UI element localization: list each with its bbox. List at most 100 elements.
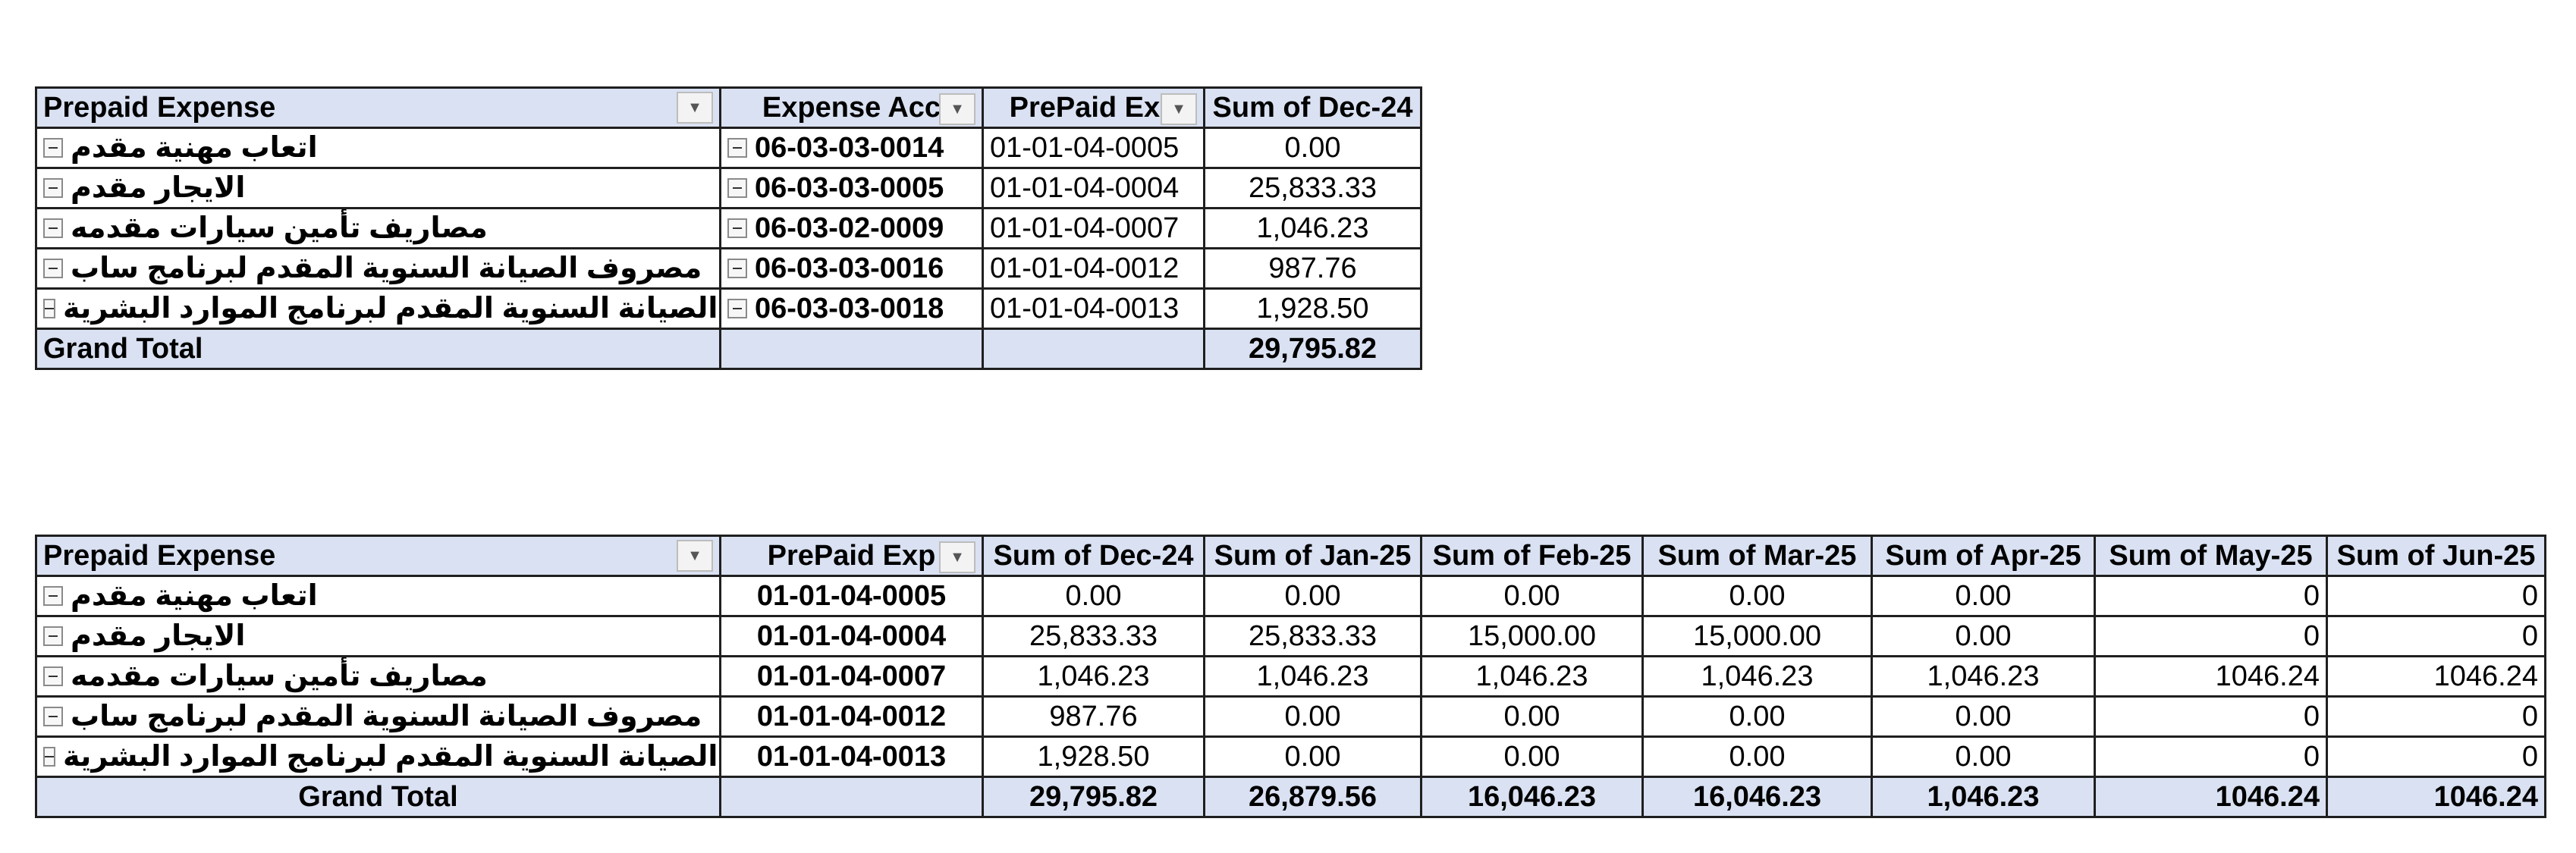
prepaid-exp-cell: 01-01-04-0004: [719, 615, 984, 657]
table-row: الايجار مقدم 06-03-03-0005 01-01-04-0004…: [35, 167, 1422, 209]
minus-box-icon[interactable]: [43, 299, 55, 318]
row-label-cell: الايجار مقدم: [35, 615, 721, 657]
prepaid-expense-name: مصروف الصيانة السنوية المقدم لبرنامج ساب: [71, 252, 702, 284]
value-cell: 0: [2326, 695, 2546, 738]
prepaid-exp-cell: 01-01-04-0012: [719, 695, 984, 738]
value-cell: 1,046.23: [1871, 655, 2096, 698]
table-row: اتعاب مهنية مقدم 01-01-04-0005 0.00 0.00…: [35, 575, 2546, 617]
prepaid-expense-name: اتعاب مهنية مقدم: [71, 580, 318, 612]
minus-box-icon[interactable]: [43, 218, 63, 238]
value-cell: 0: [2326, 735, 2546, 778]
table-row: مصاريف تأمين سيارات مقدمه 06-03-02-0009 …: [35, 207, 1422, 249]
value-cell: 0.00: [1871, 695, 2096, 738]
prepaid-exp-cell: 01-01-04-0012: [982, 247, 1205, 290]
grand-total-row: Grand Total 29,795.82 26,879.56 16,046.2…: [35, 776, 2546, 818]
value-cell: 0.00: [1203, 735, 1422, 778]
prepaid-exp-cell: 01-01-04-0007: [719, 655, 984, 698]
pivot-table-1: Prepaid Expense ▼ Expense Acc ▼ PrePaid Ex…: [35, 86, 1422, 370]
value-cell: 0.00: [1203, 575, 1422, 617]
value-cell: 15,000.00: [1420, 615, 1644, 657]
minus-box-icon[interactable]: [727, 299, 747, 318]
empty-cell: [982, 328, 1205, 370]
grand-total-value: 1,046.23: [1871, 776, 2096, 818]
minus-box-icon[interactable]: [43, 138, 63, 158]
header-label: PrePaid Exp: [767, 540, 936, 572]
row-label-cell: مصروف الصيانة السنوية المقدم لبرنامج ساب: [35, 695, 721, 738]
minus-box-icon[interactable]: [727, 138, 747, 158]
value-cell: 1046.24: [2094, 655, 2328, 698]
minus-box-icon[interactable]: [43, 178, 63, 198]
minus-box-icon[interactable]: [43, 586, 63, 606]
table2-header-prepaid-exp[interactable]: PrePaid Exp ▼: [719, 535, 984, 577]
chevron-down-icon[interactable]: ▼: [939, 93, 975, 125]
grand-total-value: 1046.24: [2094, 776, 2328, 818]
minus-box-icon[interactable]: [43, 259, 63, 278]
expense-acc-cell: 06-03-03-0014: [719, 127, 984, 169]
table1-header-prepaid-expense[interactable]: Prepaid Expense ▼: [35, 86, 721, 129]
minus-box-icon[interactable]: [43, 747, 55, 767]
prepaid-expense-name: الايجار مقدم: [71, 172, 246, 204]
prepaid-exp-cell: 01-01-04-0007: [982, 207, 1205, 249]
table1-header-expense-acc[interactable]: Expense Acc ▼: [719, 86, 984, 129]
header-label: PrePaid Exp: [1009, 92, 1178, 124]
table2-header-row: Prepaid Expense ▼ PrePaid Exp ▼ Sum of Dec…: [35, 535, 2546, 577]
chevron-down-icon[interactable]: ▼: [1161, 93, 1197, 125]
prepaid-expense-name: مصروف الصيانة السنوية المقدم لبرنامج الم…: [63, 741, 718, 773]
prepaid-expense-name: مصاريف تأمين سيارات مقدمه: [71, 212, 488, 244]
minus-box-icon[interactable]: [727, 259, 747, 278]
expense-acc-cell: 06-03-02-0009: [719, 207, 984, 249]
minus-box-icon[interactable]: [43, 626, 63, 646]
value-cell: 25,833.33: [1203, 167, 1422, 209]
header-sum-apr25: Sum of Apr-25: [1871, 535, 2096, 577]
table1-header-sum-dec24: Sum of Dec-24: [1203, 86, 1422, 129]
chevron-down-icon[interactable]: ▼: [677, 92, 713, 124]
value-cell: 0.00: [1203, 695, 1422, 738]
header-label: Prepaid Expense: [43, 92, 276, 124]
value-cell: 1,046.23: [1641, 655, 1873, 698]
grand-total-label: Grand Total: [35, 776, 721, 818]
value-cell: 15,000.00: [1641, 615, 1873, 657]
table-row: اتعاب مهنية مقدم 06-03-03-0014 01-01-04-…: [35, 127, 1422, 169]
grand-total-value: 16,046.23: [1641, 776, 1873, 818]
minus-box-icon[interactable]: [727, 178, 747, 198]
value-cell: 0.00: [1420, 735, 1644, 778]
table-row: الايجار مقدم 01-01-04-0004 25,833.33 25,…: [35, 615, 2546, 657]
prepaid-expense-name: مصروف الصيانة السنوية المقدم لبرنامج ساب: [71, 701, 702, 732]
row-label-cell: مصروف الصيانة السنوية المقدم لبرنامج الم…: [35, 735, 721, 778]
prepaid-expense-name: الايجار مقدم: [71, 620, 246, 652]
minus-box-icon[interactable]: [727, 218, 747, 238]
value-cell: 0: [2094, 615, 2328, 657]
value-cell: 0: [2094, 575, 2328, 617]
minus-box-icon[interactable]: [43, 707, 63, 726]
header-sum-may25: Sum of May-25: [2094, 535, 2328, 577]
grand-total-value: 29,795.82: [1203, 328, 1422, 370]
value-cell: 0.00: [1871, 735, 2096, 778]
table-row: مصروف الصيانة السنوية المقدم لبرنامج الم…: [35, 287, 1422, 330]
value-cell: 0: [2326, 615, 2546, 657]
chevron-down-icon[interactable]: ▼: [677, 540, 713, 572]
row-label-cell: مصروف الصيانة السنوية المقدم لبرنامج الم…: [35, 287, 721, 330]
value-cell: 1,046.23: [982, 655, 1205, 698]
row-label-cell: اتعاب مهنية مقدم: [35, 575, 721, 617]
expense-acc-value: 06-03-03-0014: [755, 132, 944, 164]
table2-header-prepaid-expense[interactable]: Prepaid Expense ▼: [35, 535, 721, 577]
expense-acc-value: 06-03-02-0009: [755, 212, 944, 244]
table1-header-prepaid-exp[interactable]: PrePaid Exp ▼: [982, 86, 1205, 129]
row-label-cell: مصاريف تأمين سيارات مقدمه: [35, 655, 721, 698]
row-label-cell: الايجار مقدم: [35, 167, 721, 209]
grand-total-value: 1046.24: [2326, 776, 2546, 818]
minus-box-icon[interactable]: [43, 666, 63, 686]
expense-acc-cell: 06-03-03-0016: [719, 247, 984, 290]
grand-total-label: Grand Total: [35, 328, 721, 370]
expense-acc-value: 06-03-03-0018: [755, 293, 944, 325]
value-cell: 0: [2094, 735, 2328, 778]
row-label-cell: مصاريف تأمين سيارات مقدمه: [35, 207, 721, 249]
chevron-down-icon[interactable]: ▼: [939, 541, 975, 573]
prepaid-expense-name: اتعاب مهنية مقدم: [71, 132, 318, 164]
table-row: مصروف الصيانة السنوية المقدم لبرنامج الم…: [35, 735, 2546, 778]
row-label-cell: اتعاب مهنية مقدم: [35, 127, 721, 169]
pivot-table-2: Prepaid Expense ▼ PrePaid Exp ▼ Sum of Dec…: [35, 535, 2546, 818]
value-cell: 0: [2326, 575, 2546, 617]
header-sum-dec24: Sum of Dec-24: [982, 535, 1205, 577]
value-cell: 0.00: [1871, 575, 2096, 617]
